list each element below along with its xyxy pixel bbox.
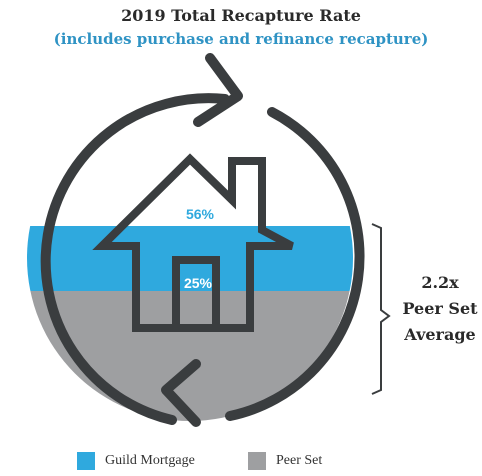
house-door	[172, 256, 220, 328]
peer-average-annotation: 2.2x Peer Set Average	[398, 270, 482, 348]
legend-item-peer-set: Peer Set	[248, 451, 322, 471]
arrowhead-bottom-icon	[161, 359, 201, 427]
multiple-value: 2.2x	[421, 273, 459, 292]
legend-swatch-peer	[248, 452, 266, 470]
chart-subtitle: (includes purchase and refinance recaptu…	[53, 30, 429, 48]
guild-mortgage-value-label: 56%	[186, 206, 215, 222]
chart-title: 2019 Total Recapture Rate	[121, 6, 361, 25]
legend-item-guild-mortgage: Guild Mortgage	[77, 451, 195, 471]
recycle-arrow-left-arc-icon	[40, 93, 230, 425]
house-icon	[92, 153, 294, 332]
annotation-line-1: Peer Set	[402, 299, 478, 318]
recycle-arrow-right-arc-icon	[225, 107, 365, 421]
legend-swatch-guild	[77, 452, 95, 470]
annotation-line-2: Average	[404, 325, 476, 344]
peer-set-value-label: 25%	[184, 275, 213, 291]
arrowhead-top-icon	[193, 53, 243, 127]
comparison-bracket	[371, 223, 391, 395]
legend-label-guild: Guild Mortgage	[105, 453, 195, 468]
legend-label-peer: Peer Set	[276, 453, 323, 468]
